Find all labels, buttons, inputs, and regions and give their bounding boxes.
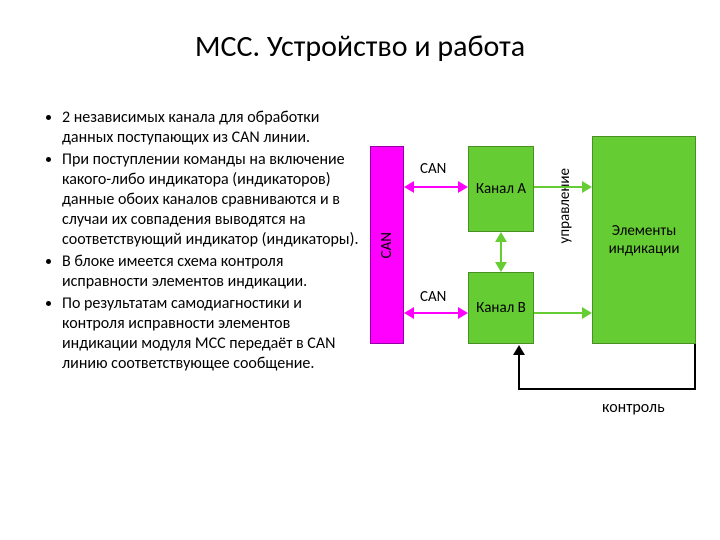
indication-label: Элементы индикации (597, 222, 691, 258)
bullet-item: 2 независимых канала для обработки данны… (62, 108, 360, 148)
page-title: MCC. Устройство и работа (0, 28, 720, 65)
bullet-item: При поступлении команды на включение как… (62, 150, 360, 250)
bullet-item: По результатам самодиагностики и контрол… (62, 294, 360, 374)
bullet-list: 2 независимых канала для обработки данны… (40, 108, 360, 376)
can-arrow-a-caption: CAN (420, 160, 446, 178)
control-label: контроль (602, 398, 665, 417)
channel-a-label: Канал А (476, 180, 526, 198)
indication-block: Элементы индикации (592, 136, 696, 344)
block-diagram: CAN Канал А Канал В Элементы индикации C… (370, 118, 705, 418)
channel-a-block: Канал А (468, 146, 534, 232)
channel-b-label: Канал В (476, 299, 526, 317)
bullet-item: В блоке имеется схема контроля исправнос… (62, 252, 360, 292)
can-bus-label: CAN (378, 232, 396, 258)
management-label: управление (556, 168, 574, 243)
channel-b-block: Канал В (468, 272, 534, 344)
can-arrow-b-caption: CAN (420, 288, 446, 306)
can-bus-block: CAN (370, 146, 404, 344)
